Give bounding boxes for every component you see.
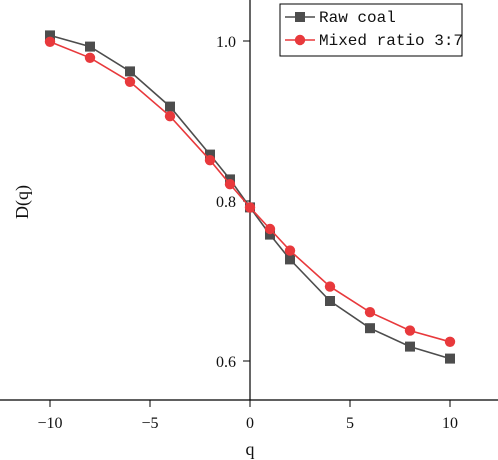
legend-label-2: Mixed ratio 3:7 [319, 32, 463, 50]
y-tick-label: 0.8 [216, 194, 236, 211]
x-tick-label: 0 [246, 415, 254, 432]
data-point-mixed-ratio [444, 336, 456, 347]
x-tick-label: −5 [141, 415, 158, 432]
data-point-mixed-ratio [364, 307, 376, 318]
data-point-mixed-ratio [164, 111, 176, 122]
x-tick-label: −10 [37, 415, 62, 432]
data-point-mixed-ratio [84, 52, 96, 63]
y-axis: 0.6 0.8 1.0 [216, 0, 251, 400]
x-axis: −10 −5 0 5 10 [0, 399, 498, 432]
data-point-mixed-ratio [244, 202, 256, 213]
y-tick-label: 0.6 [216, 354, 236, 371]
data-point-raw-coal [285, 254, 295, 265]
x-tick-label: 10 [442, 415, 458, 432]
data-point-raw-coal [205, 149, 215, 160]
data-point-raw-coal [445, 353, 455, 364]
data-point-mixed-ratio [224, 179, 236, 190]
data-point-mixed-ratio [124, 76, 136, 88]
legend-square-marker [295, 12, 305, 22]
legend-circle-marker [294, 34, 306, 46]
data-point-mixed-ratio [404, 325, 416, 336]
legend-box [279, 3, 463, 57]
x-axis-title: q [246, 439, 255, 459]
legend-label-1: Raw coal [319, 9, 396, 27]
data-point-mixed-ratio [44, 36, 56, 47]
data-point-raw-coal [45, 30, 55, 41]
x-tick-label: 5 [346, 415, 354, 432]
legend: Raw coal Mixed ratio 3:7 [279, 3, 463, 57]
series-layer [44, 30, 456, 364]
data-point-raw-coal [165, 101, 175, 112]
y-axis-title: D(q) [12, 185, 33, 219]
data-point-mixed-ratio [264, 223, 276, 235]
data-point-raw-coal [325, 296, 335, 306]
data-point-mixed-ratio [284, 245, 296, 256]
data-point-mixed-ratio [204, 155, 216, 166]
data-point-raw-coal [85, 41, 95, 52]
data-point-raw-coal [265, 229, 275, 240]
data-point-raw-coal [365, 323, 375, 334]
y-tick-label: 1.0 [216, 34, 236, 51]
data-point-mixed-ratio [324, 281, 336, 292]
data-point-raw-coal [125, 66, 135, 77]
data-point-raw-coal [405, 341, 415, 352]
